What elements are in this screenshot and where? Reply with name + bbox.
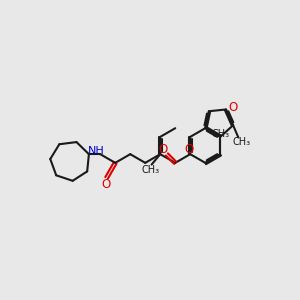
Text: O: O	[159, 142, 168, 156]
Text: CH₃: CH₃	[233, 137, 251, 147]
Text: NH: NH	[88, 146, 105, 156]
Text: O: O	[101, 178, 111, 191]
Text: O: O	[184, 143, 194, 156]
Text: CH₃: CH₃	[211, 129, 229, 139]
Text: O: O	[228, 101, 237, 115]
Text: CH₃: CH₃	[141, 165, 159, 175]
